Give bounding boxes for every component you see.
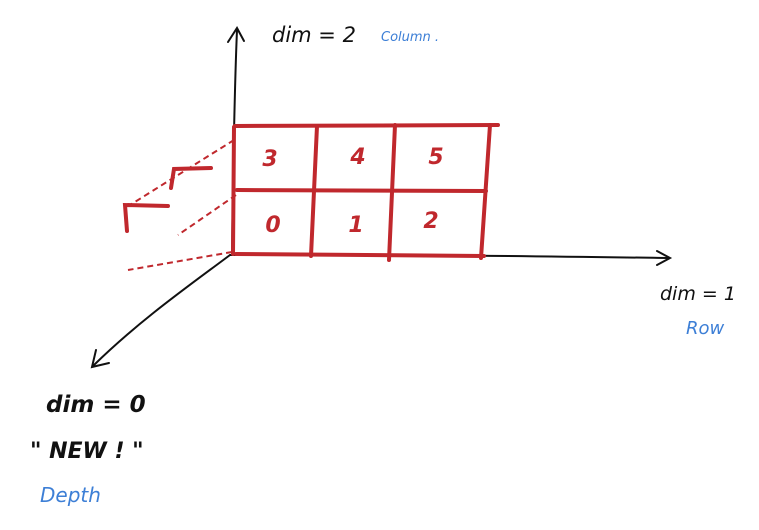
grid-right-edge <box>479 123 492 260</box>
axes <box>90 26 673 369</box>
depth-corner-lower <box>122 202 170 233</box>
grid-middle-edge <box>235 188 488 193</box>
grid-top-edge <box>233 123 500 128</box>
vertical-axis-label: dim = 2 <box>272 23 356 47</box>
vertical-axis-note: Column . <box>381 30 439 45</box>
cell-r0-c1: 4 <box>349 145 365 170</box>
cell-r1-c2: 2 <box>423 209 438 234</box>
depth-axis-tag: " NEW ! " <box>30 439 144 464</box>
horizontal-axis-note: Row <box>686 318 725 339</box>
depth-connector-bottom <box>127 251 233 271</box>
grid-left-edge <box>231 125 236 256</box>
cell-r0-c0: 3 <box>262 147 277 172</box>
vertical-axis-arrowhead <box>227 26 245 43</box>
grid-divider-1 <box>309 124 319 258</box>
cell-r0-c2: 5 <box>428 145 443 170</box>
grid-divider-2 <box>387 123 397 262</box>
depth-layer-corners <box>122 166 213 233</box>
grid <box>231 123 500 262</box>
cell-r1-c1: 1 <box>348 213 363 238</box>
depth-axis-line <box>93 254 231 366</box>
depth-layer <box>127 139 237 271</box>
horizontal-axis-arrowhead <box>656 250 673 266</box>
depth-corner-upper <box>169 166 213 190</box>
depth-axis-label: dim = 0 <box>46 392 146 418</box>
depth-axis-arrowhead <box>90 349 110 369</box>
grid-cells: 3 4 5 0 1 2 <box>262 145 443 238</box>
grid-bottom-edge <box>234 252 486 258</box>
depth-axis-note: Depth <box>40 483 101 507</box>
depth-connector-middle <box>177 194 237 236</box>
depth-connector-top <box>129 139 235 206</box>
cell-r1-c0: 0 <box>265 213 280 238</box>
horizontal-axis-label: dim = 1 <box>660 283 736 305</box>
